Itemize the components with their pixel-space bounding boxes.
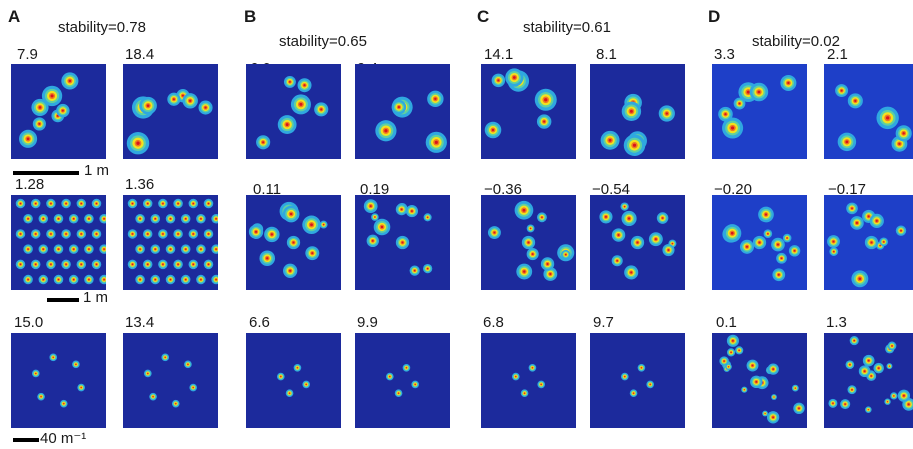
rate-map xyxy=(824,64,913,159)
rate-map xyxy=(11,64,106,159)
scale-bar-label: 40 m⁻¹ xyxy=(40,430,87,447)
rate-map xyxy=(590,64,685,159)
autocorrelogram xyxy=(481,195,576,290)
scale-bar-freq xyxy=(13,438,39,442)
autocorrelogram xyxy=(355,195,450,290)
stability-label-a: stability=0.78 xyxy=(58,19,146,36)
rate-map xyxy=(246,64,341,159)
rate-map-value: 2.1 xyxy=(827,46,848,63)
fourier-value: 0.1 xyxy=(716,314,737,331)
autocorrelogram xyxy=(590,195,685,290)
rate-map xyxy=(481,64,576,159)
rate-map xyxy=(355,64,450,159)
fourier-map xyxy=(355,333,450,428)
rate-map-value: 14.1 xyxy=(484,46,514,63)
autocorr-value: −0.36 xyxy=(484,181,522,198)
rate-map-value: 8.1 xyxy=(596,46,617,63)
autocorr-value: 1.36 xyxy=(125,176,155,193)
fourier-value: 15.0 xyxy=(14,314,44,331)
autocorr-value: −0.17 xyxy=(828,181,866,198)
autocorrelogram xyxy=(11,195,106,290)
scale-bar-1m xyxy=(47,298,79,302)
stability-label-b: stability=0.65 xyxy=(279,33,367,50)
scale-bar-label: 1 m xyxy=(83,289,109,306)
fourier-value: 6.8 xyxy=(483,314,504,331)
autocorr-value: −0.54 xyxy=(592,181,630,198)
rate-map xyxy=(712,64,807,159)
fourier-map xyxy=(11,333,106,428)
stability-label-c: stability=0.61 xyxy=(523,19,611,36)
fourier-map xyxy=(824,333,913,428)
autocorr-value: −0.20 xyxy=(714,181,752,198)
fourier-map xyxy=(246,333,341,428)
fourier-value: 1.3 xyxy=(826,314,847,331)
autocorrelogram xyxy=(246,195,341,290)
stability-label-d: stability=0.02 xyxy=(752,33,840,50)
fourier-map xyxy=(712,333,807,428)
rate-map-value: 18.4 xyxy=(125,46,155,63)
autocorr-value: 0.11 xyxy=(253,181,282,198)
fourier-value: 13.4 xyxy=(125,314,155,331)
fourier-value: 6.6 xyxy=(249,314,270,331)
panel-label-d: D xyxy=(708,7,721,26)
fourier-map xyxy=(590,333,685,428)
fourier-value: 9.9 xyxy=(357,314,378,331)
autocorr-value: 0.19 xyxy=(360,181,390,198)
fourier-map xyxy=(481,333,576,428)
rate-map-value: 3.3 xyxy=(714,46,735,63)
scale-bar-label: 1 m xyxy=(84,162,110,179)
fourier-value: 9.7 xyxy=(593,314,614,331)
fourier-map xyxy=(123,333,218,428)
panel-label-b: B xyxy=(244,7,257,26)
panel-label-a: A xyxy=(8,7,21,26)
autocorrelogram xyxy=(712,195,807,290)
rate-map-value: 7.9 xyxy=(17,46,38,63)
autocorr-value: 1.28 xyxy=(15,176,45,193)
autocorrelogram xyxy=(123,195,218,290)
autocorrelogram xyxy=(824,195,913,290)
scale-bar-1m xyxy=(13,171,79,175)
rate-map xyxy=(123,64,218,159)
panel-label-c: C xyxy=(477,7,490,26)
